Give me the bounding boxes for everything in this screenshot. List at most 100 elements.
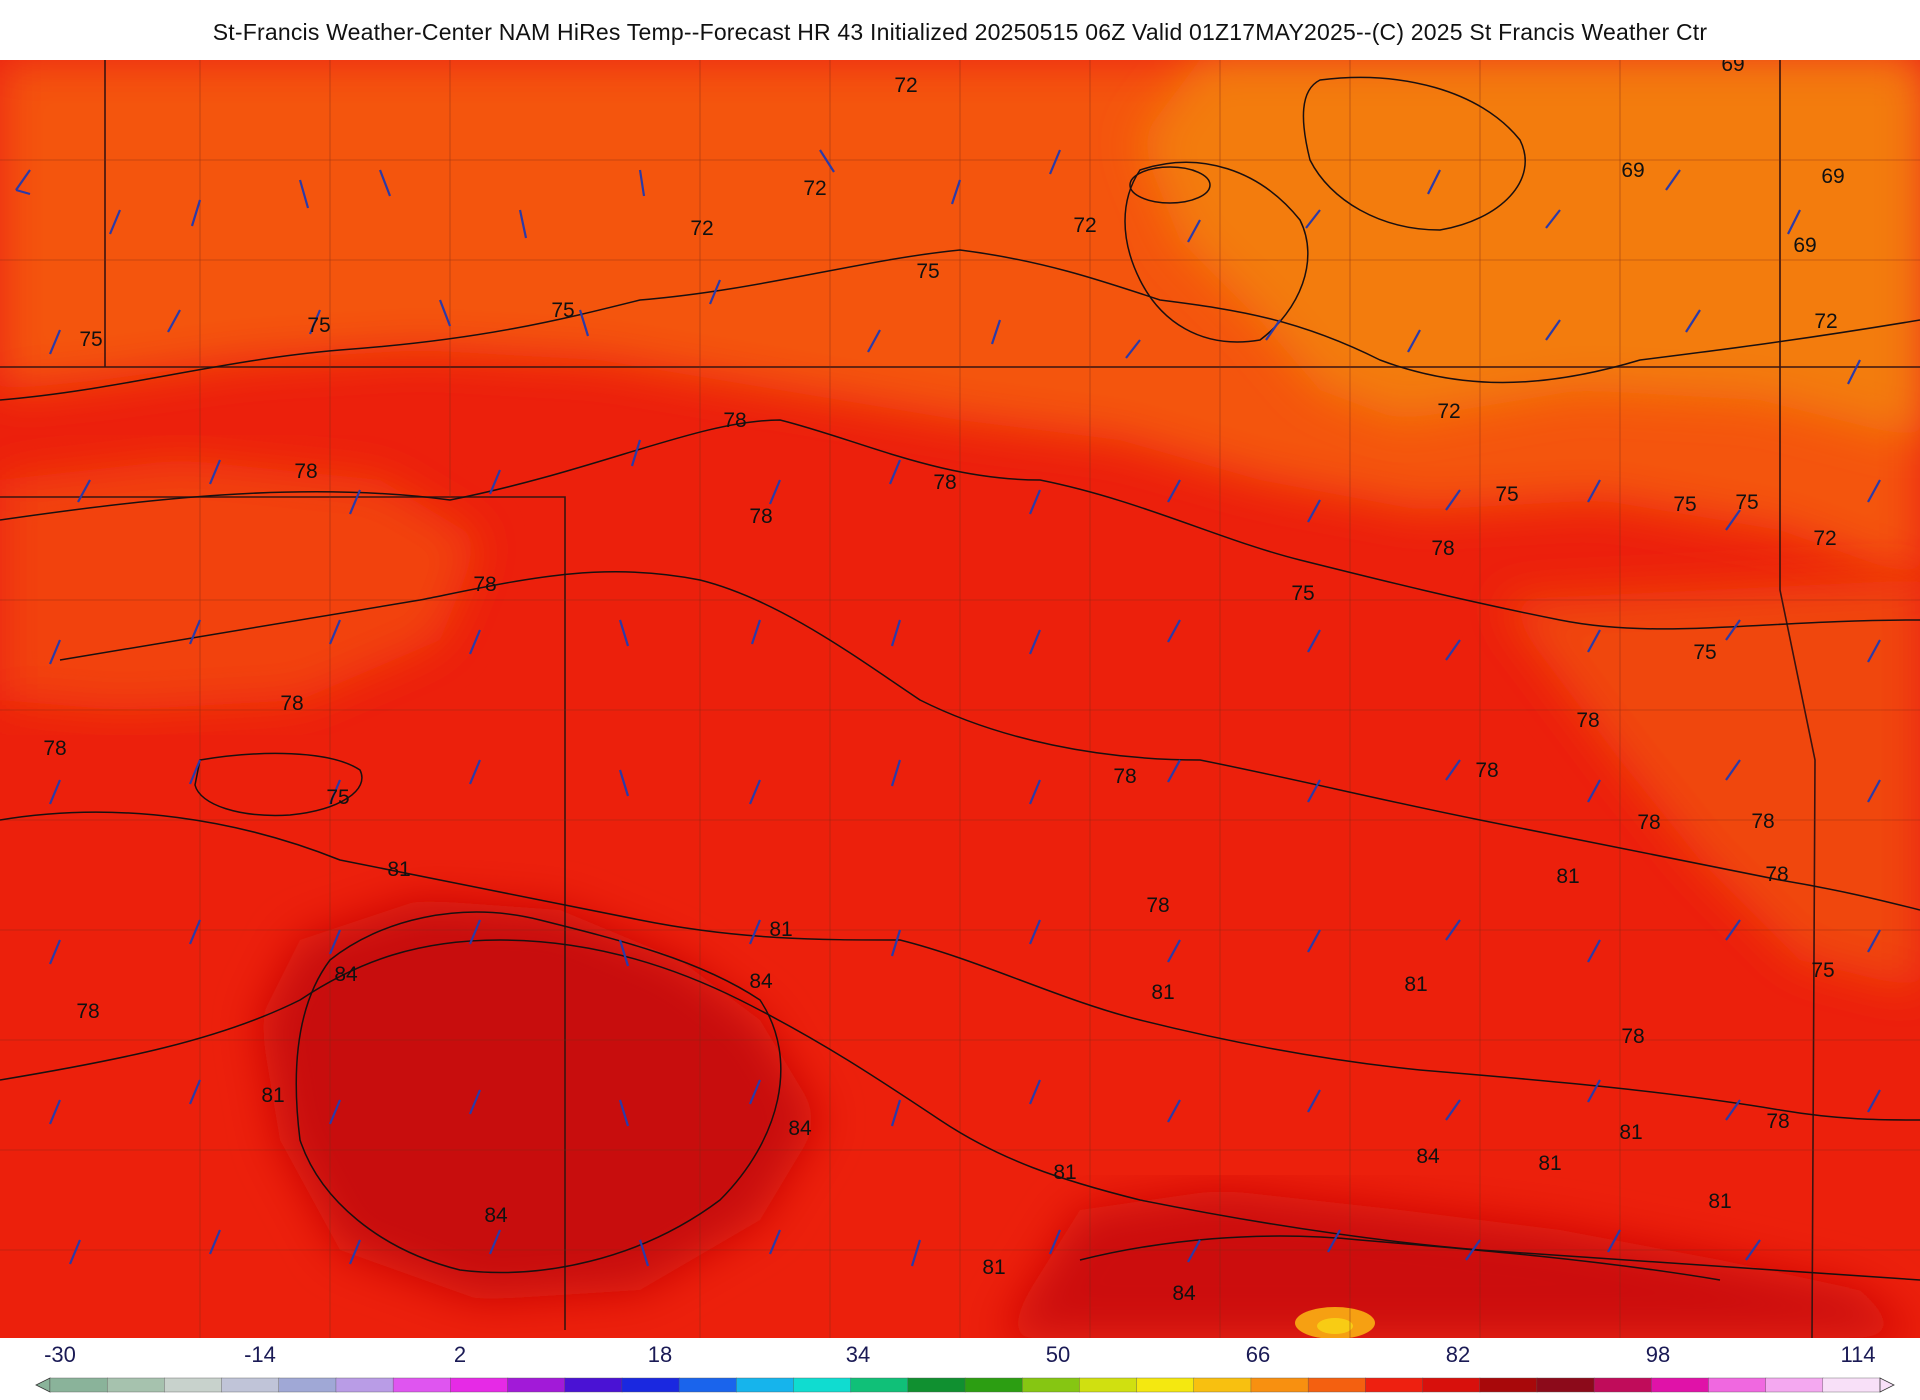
contour-label: 78 xyxy=(723,409,746,432)
contour-label: 84 xyxy=(1172,1282,1196,1305)
contour-label: 81 xyxy=(1538,1152,1561,1175)
contour-label: 81 xyxy=(1404,973,1427,996)
colorbar-swatch xyxy=(1422,1377,1481,1393)
contour-label: 69 xyxy=(1621,159,1644,182)
colorbar-swatch xyxy=(1193,1377,1252,1393)
contour-label: 75 xyxy=(326,786,349,809)
colorbar-tick-label: 82 xyxy=(1445,1342,1471,1367)
contour-labels: 69 69 69 69 72 72 72 72 72 72 72 75 75 75 75 75 75 75 75 75… xyxy=(43,60,1844,1305)
colorbar-swatch xyxy=(1250,1377,1309,1393)
colorbar-swatch xyxy=(1079,1377,1138,1393)
contour-label: 72 xyxy=(894,74,917,97)
colorbar-swatch xyxy=(278,1377,337,1393)
colorbar-swatch xyxy=(793,1377,852,1393)
contour-label: 78 xyxy=(749,505,772,528)
contour-label: 78 xyxy=(933,471,956,494)
contour-label: 84 xyxy=(1416,1145,1440,1168)
colorbar-swatch xyxy=(1021,1377,1081,1393)
contour-label: 75 xyxy=(1811,959,1834,982)
contour-label: 78 xyxy=(294,460,317,483)
contour-label: 81 xyxy=(1053,1161,1076,1184)
contour-label: 72 xyxy=(1814,310,1837,333)
isotherm-contours xyxy=(0,76,1920,1281)
contour-label: 81 xyxy=(1556,865,1579,888)
contour-label: 72 xyxy=(1437,400,1460,423)
contour-label: 78 xyxy=(1431,537,1454,560)
contour-label: 78 xyxy=(1751,810,1774,833)
colorbar-tick-label: 50 xyxy=(1045,1342,1071,1367)
contour-label: 78 xyxy=(1475,759,1498,782)
colorbar-tick-label: 98 xyxy=(1645,1342,1671,1367)
contour-label: 75 xyxy=(916,260,939,283)
colorbar-swatch xyxy=(1365,1377,1424,1393)
contour-label: 78 xyxy=(76,1000,99,1023)
temperature-map: 69 69 69 69 72 72 72 72 72 72 72 75 75 75 75 75 75 75 75 75… xyxy=(0,60,1920,1338)
temperature-colorbar: -30 -14 2 18 34 50 66 82 98 114 xyxy=(0,1338,1920,1400)
contour-label: 75 xyxy=(79,328,102,351)
colorbar-min-arrow xyxy=(35,1377,51,1393)
contour-label: 81 xyxy=(1619,1121,1642,1144)
contour-label: 75 xyxy=(1673,493,1696,516)
colorbar-swatch xyxy=(1822,1377,1881,1393)
contour-label: 81 xyxy=(261,1084,284,1107)
contour-label: 72 xyxy=(803,177,826,200)
contour-label: 81 xyxy=(1708,1190,1731,1213)
colorbar-swatch xyxy=(564,1377,623,1393)
colorbar-swatch xyxy=(1536,1377,1595,1393)
contour-label: 84 xyxy=(788,1117,812,1140)
colorbar-tick-label: 34 xyxy=(845,1342,871,1367)
contour-label: 81 xyxy=(982,1256,1005,1279)
colorbar-swatch xyxy=(1593,1377,1652,1393)
contour-label: 84 xyxy=(484,1204,508,1227)
colorbar-scale xyxy=(35,1377,1895,1393)
colorbar-tick-label: -30 xyxy=(44,1342,76,1367)
colorbar-tick-label: 18 xyxy=(647,1342,673,1367)
colorbar-swatch xyxy=(621,1377,680,1393)
colorbar-swatch xyxy=(335,1377,394,1393)
contour-label: 72 xyxy=(1073,214,1096,237)
colorbar-swatch xyxy=(1136,1377,1195,1393)
colorbar-swatch xyxy=(392,1377,452,1393)
contour-label: 78 xyxy=(473,573,496,596)
contour-label: 72 xyxy=(1813,527,1836,550)
colorbar-swatch xyxy=(106,1377,166,1393)
contour-label: 78 xyxy=(1621,1025,1644,1048)
contour-label: 78 xyxy=(1765,863,1788,886)
contour-label: 75 xyxy=(1495,483,1518,506)
colorbar-tick-label: 66 xyxy=(1245,1342,1271,1367)
contour-label: 69 xyxy=(1793,234,1816,257)
contour-label: 84 xyxy=(334,963,358,986)
colorbar-tick-label: 114 xyxy=(1840,1342,1876,1367)
contour-label: 78 xyxy=(1637,811,1660,834)
contour-label: 72 xyxy=(690,217,713,240)
contour-label: 81 xyxy=(387,858,410,881)
contour-label: 75 xyxy=(551,299,574,322)
contour-label: 78 xyxy=(1576,709,1599,732)
colorbar-swatch xyxy=(850,1377,909,1393)
contour-label: 78 xyxy=(280,692,303,715)
contour-label: 75 xyxy=(1291,582,1314,605)
colorbar-swatch xyxy=(1307,1377,1367,1393)
contour-label: 75 xyxy=(1735,491,1758,514)
colorbar-swatch xyxy=(49,1377,108,1393)
colorbar-swatch xyxy=(1479,1377,1538,1393)
colorbar-max-arrow xyxy=(1879,1377,1895,1393)
contour-label: 81 xyxy=(1151,981,1174,1004)
contour-label: 84 xyxy=(749,970,773,993)
contour-label: 78 xyxy=(1113,765,1136,788)
contour-label: 75 xyxy=(1693,641,1716,664)
colorbar-swatch xyxy=(678,1377,737,1393)
map-title: St-Francis Weather-Center NAM HiRes Temp… xyxy=(0,0,1920,60)
colorbar-swatch xyxy=(507,1377,566,1393)
colorbar-swatch xyxy=(1651,1377,1710,1393)
contour-label: 78 xyxy=(1766,1110,1789,1133)
wind-barbs xyxy=(15,149,1881,1267)
contour-label: 78 xyxy=(1146,894,1169,917)
contour-label: 81 xyxy=(769,918,792,941)
colorbar-swatch xyxy=(907,1377,966,1393)
contour-label: 69 xyxy=(1721,60,1744,76)
contour-label: 78 xyxy=(43,737,66,760)
colorbar-swatch xyxy=(450,1377,509,1393)
colorbar-swatch xyxy=(1708,1377,1767,1393)
colorbar-swatch xyxy=(736,1377,795,1393)
